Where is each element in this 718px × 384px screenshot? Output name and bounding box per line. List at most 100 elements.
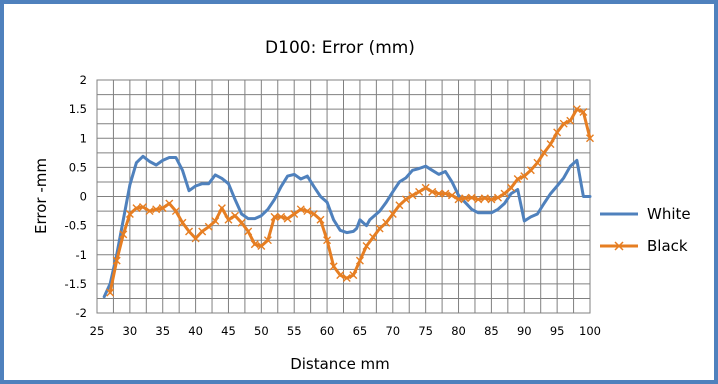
data-point-black [217,204,226,213]
data-point-black [546,140,555,149]
data-point-black [316,215,325,224]
data-point-black [559,119,568,128]
x-tick-label: 60 [320,324,335,338]
data-point-black [283,214,292,223]
x-tick-label: 45 [221,324,236,338]
data-point-black [257,242,266,251]
x-tick-label: 50 [254,324,269,338]
data-point-black [566,116,575,125]
x-tick-label: 25 [90,324,105,338]
y-axis-label: Error -mm [32,158,50,234]
x-tick-label: 40 [188,324,203,338]
data-point-black [480,194,489,203]
data-point-black [520,172,529,181]
x-tick-label: 70 [385,324,400,338]
data-point-black [526,166,535,175]
series-line-white [102,154,592,299]
y-tick-label: -0.5 [65,219,87,233]
y-tick-labels: 2 1.5 1 0.5 0 -0.5 -1 -1.5 -2 [65,73,87,320]
y-tick-label: -1 [76,248,87,262]
data-point-black [487,195,496,204]
data-point-black [336,271,345,280]
data-point-black [586,134,594,143]
data-point-black [270,212,279,221]
legend-marker-black [614,241,624,251]
y-tick-label: 1.5 [69,102,87,116]
data-point-black [158,204,167,213]
series-layer [102,105,594,299]
data-point-black [204,222,213,231]
data-point-black [171,207,180,216]
data-point-black [145,207,154,216]
data-point-black [224,215,233,224]
y-tick-label: 0.5 [69,160,87,174]
data-point-black [119,230,128,239]
x-tick-label: 95 [550,324,565,338]
data-point-black [447,191,456,200]
data-point-black [185,227,194,236]
data-point-black [375,224,384,233]
y-tick-label: 1 [80,131,87,145]
data-point-black [507,183,516,192]
data-point-black [290,209,299,218]
data-point-black [191,234,200,243]
x-tick-label: 85 [484,324,499,338]
data-point-black [309,209,318,218]
data-point-black [244,227,253,236]
data-point-black [165,199,174,208]
data-point-black [513,175,522,184]
data-point-black [342,274,351,283]
x-tick-label: 90 [517,324,532,338]
legend-label-white: White [647,205,691,223]
data-point-black [152,205,161,214]
data-point-black [198,227,207,236]
data-point-black [132,204,141,213]
x-tick-label: 80 [451,324,466,338]
chart-title: D100: Error (mm) [265,38,415,58]
data-point-black [533,158,542,167]
data-point-black [395,201,404,210]
data-point-black [572,105,581,114]
x-tick-label: 30 [123,324,138,338]
data-point-black [401,195,410,204]
data-point-black [231,211,240,220]
y-tick-label: 2 [80,73,87,87]
data-point-black [178,218,187,227]
x-axis-label: Distance mm [290,355,390,373]
data-point-black [428,187,437,196]
data-point-black [382,218,391,227]
data-point-black [349,271,358,280]
data-point-black [461,194,470,203]
data-point-black [125,209,134,218]
x-tick-label: 75 [418,324,433,338]
data-point-black [553,128,562,137]
data-point-black [139,202,148,211]
data-point-black [329,262,338,271]
data-point-black [434,189,443,198]
data-point-black [355,256,364,265]
data-point-black [106,288,115,297]
data-point-black [296,205,305,214]
y-tick-label: -2 [76,306,87,320]
data-point-black [408,191,417,200]
data-point-black [237,218,246,227]
data-point-black [493,193,502,202]
data-point-black [454,195,463,204]
data-point-black [362,242,371,251]
data-point-black [441,189,450,198]
data-point-black [579,108,588,117]
y-tick-label: -1.5 [65,277,87,291]
data-point-black [500,189,509,198]
data-point-black [211,216,220,225]
legend: White Black [600,205,691,255]
data-point-black [277,212,286,221]
data-point-black [323,236,332,245]
data-point-black [467,193,476,202]
data-point-black [474,195,483,204]
data-point-black [539,148,548,157]
data-point-black [369,233,378,242]
x-tick-labels: 25 30 35 40 45 50 55 60 65 70 75 80 85 90 95 100 [90,324,601,338]
data-point-black [112,256,121,265]
y-tick-label: 0 [80,190,87,204]
